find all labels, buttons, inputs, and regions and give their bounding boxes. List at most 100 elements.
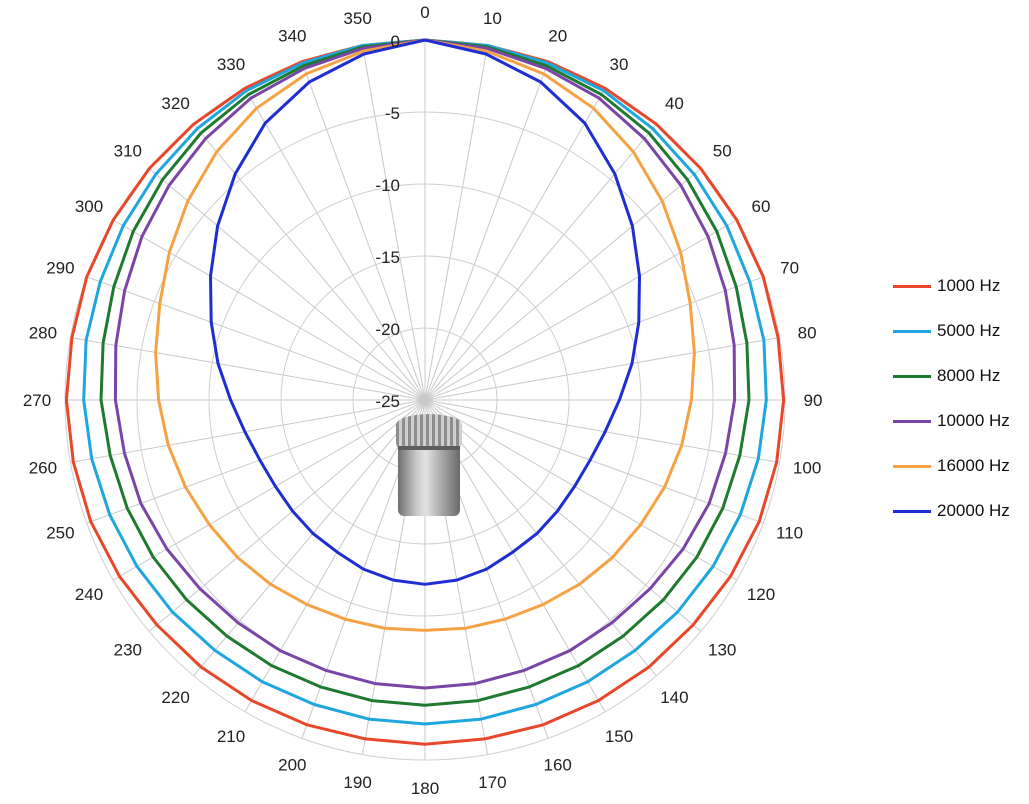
angle-tick-label: 350 bbox=[343, 9, 371, 28]
angle-tick-label: 260 bbox=[29, 458, 57, 477]
grid-spoke bbox=[244, 87, 426, 401]
grid-spoke bbox=[424, 219, 738, 401]
angle-tick-label: 100 bbox=[793, 458, 821, 477]
grid-spoke bbox=[424, 45, 489, 401]
angle-tick-label: 340 bbox=[278, 26, 306, 45]
radial-tick-label: -15 bbox=[375, 248, 400, 267]
grid-spoke bbox=[193, 399, 426, 677]
legend-label: 20000 Hz bbox=[937, 501, 1010, 520]
angle-tick-label: 180 bbox=[411, 779, 439, 798]
angle-tick-label: 140 bbox=[660, 688, 688, 707]
angle-tick-label: 80 bbox=[798, 324, 817, 343]
legend-swatch bbox=[893, 284, 931, 288]
angle-tick-label: 240 bbox=[75, 585, 103, 604]
microphone-body bbox=[398, 446, 460, 516]
grid-spoke bbox=[424, 336, 780, 401]
radial-tick-label: 0 bbox=[391, 32, 400, 51]
angle-tick-label: 130 bbox=[708, 640, 736, 659]
grid-spoke bbox=[424, 87, 606, 401]
series-line-10000hz bbox=[113, 38, 737, 690]
angle-tick-label: 200 bbox=[278, 756, 306, 775]
grid-spoke bbox=[424, 168, 702, 401]
grid-spoke bbox=[70, 336, 426, 401]
grid-spoke bbox=[148, 399, 426, 632]
grid-spoke bbox=[148, 168, 426, 401]
angle-tick-label: 50 bbox=[713, 142, 732, 161]
radial-tick-label: -20 bbox=[375, 320, 400, 339]
angle-tick-label: 250 bbox=[46, 524, 74, 543]
legend-label: 10000 Hz bbox=[937, 411, 1010, 430]
series-line-1000hz bbox=[64, 38, 786, 746]
radial-tick-label: -25 bbox=[375, 392, 400, 411]
series-line-20000hz bbox=[209, 38, 641, 586]
grid-spoke bbox=[244, 399, 426, 713]
legend-item-5000hz: 5000 Hz bbox=[893, 319, 1000, 343]
angle-tick-label: 300 bbox=[75, 197, 103, 216]
angle-tick-label: 280 bbox=[29, 324, 57, 343]
grid-spoke bbox=[424, 276, 764, 401]
legend-item-20000hz: 20000 Hz bbox=[893, 499, 1010, 523]
legend-swatch bbox=[893, 374, 931, 378]
legend-label: 5000 Hz bbox=[937, 321, 1001, 340]
angle-tick-label: 320 bbox=[161, 94, 189, 113]
angle-tick-label: 30 bbox=[610, 55, 629, 74]
angle-tick-label: 190 bbox=[343, 773, 371, 792]
grid-spoke bbox=[86, 276, 426, 401]
grid-spoke bbox=[424, 123, 657, 401]
grid-spoke bbox=[112, 219, 426, 401]
grid-spoke bbox=[424, 61, 549, 401]
microphone-image bbox=[396, 414, 462, 518]
angle-tick-label: 120 bbox=[747, 585, 775, 604]
grid-spoke bbox=[424, 399, 764, 524]
legend-item-10000hz: 10000 Hz bbox=[893, 409, 1010, 433]
angle-tick-label: 160 bbox=[544, 756, 572, 775]
grid-spoke bbox=[424, 399, 657, 677]
grid-spoke bbox=[424, 399, 780, 464]
radial-tick-label: -10 bbox=[375, 176, 400, 195]
grid-spoke bbox=[301, 61, 426, 401]
angle-tick-label: 60 bbox=[752, 197, 771, 216]
grid-ring bbox=[280, 255, 570, 545]
grid-spoke bbox=[70, 399, 426, 464]
legend-item-8000hz: 8000 Hz bbox=[893, 364, 1000, 388]
angle-tick-label: 170 bbox=[478, 773, 506, 792]
angle-tick-label: 90 bbox=[804, 391, 823, 410]
angle-tick-label: 210 bbox=[217, 727, 245, 746]
grid-spoke bbox=[424, 399, 738, 581]
angle-tick-label: 310 bbox=[114, 142, 142, 161]
angle-tick-label: 220 bbox=[161, 688, 189, 707]
angle-tick-label: 20 bbox=[548, 26, 567, 45]
angle-tick-label: 150 bbox=[605, 727, 633, 746]
grid-spoke bbox=[424, 399, 702, 632]
legend-label: 1000 Hz bbox=[937, 276, 1001, 295]
legend-swatch bbox=[893, 329, 931, 333]
radial-tick-label: -5 bbox=[385, 104, 400, 123]
legend-item-16000hz: 16000 Hz bbox=[893, 454, 1010, 478]
legend-label: 16000 Hz bbox=[937, 456, 1010, 475]
legend-label: 8000 Hz bbox=[937, 366, 1001, 385]
angle-tick-label: 290 bbox=[46, 258, 74, 277]
microphone-band bbox=[398, 446, 460, 450]
grid-spoke bbox=[361, 45, 426, 401]
angle-tick-label: 40 bbox=[665, 94, 684, 113]
legend-swatch bbox=[893, 464, 931, 468]
series-line-5000hz bbox=[82, 38, 768, 726]
grid-spoke bbox=[112, 399, 426, 581]
angle-tick-label: 330 bbox=[217, 55, 245, 74]
grid-ring bbox=[208, 183, 642, 617]
grid-spoke bbox=[193, 123, 426, 401]
microphone-grill bbox=[396, 414, 462, 450]
angle-tick-label: 70 bbox=[780, 258, 799, 277]
legend-swatch bbox=[893, 419, 931, 423]
legend-item-1000hz: 1000 Hz bbox=[893, 274, 1000, 298]
series-line-16000hz bbox=[154, 38, 696, 632]
angle-tick-label: 10 bbox=[483, 9, 502, 28]
series-line-8000hz bbox=[99, 38, 751, 707]
angle-tick-label: 230 bbox=[114, 640, 142, 659]
grid-spoke bbox=[86, 399, 426, 524]
angle-tick-label: 0 bbox=[420, 3, 429, 22]
legend-swatch bbox=[893, 509, 931, 513]
angle-tick-label: 270 bbox=[23, 391, 51, 410]
angle-tick-label: 110 bbox=[776, 524, 803, 543]
